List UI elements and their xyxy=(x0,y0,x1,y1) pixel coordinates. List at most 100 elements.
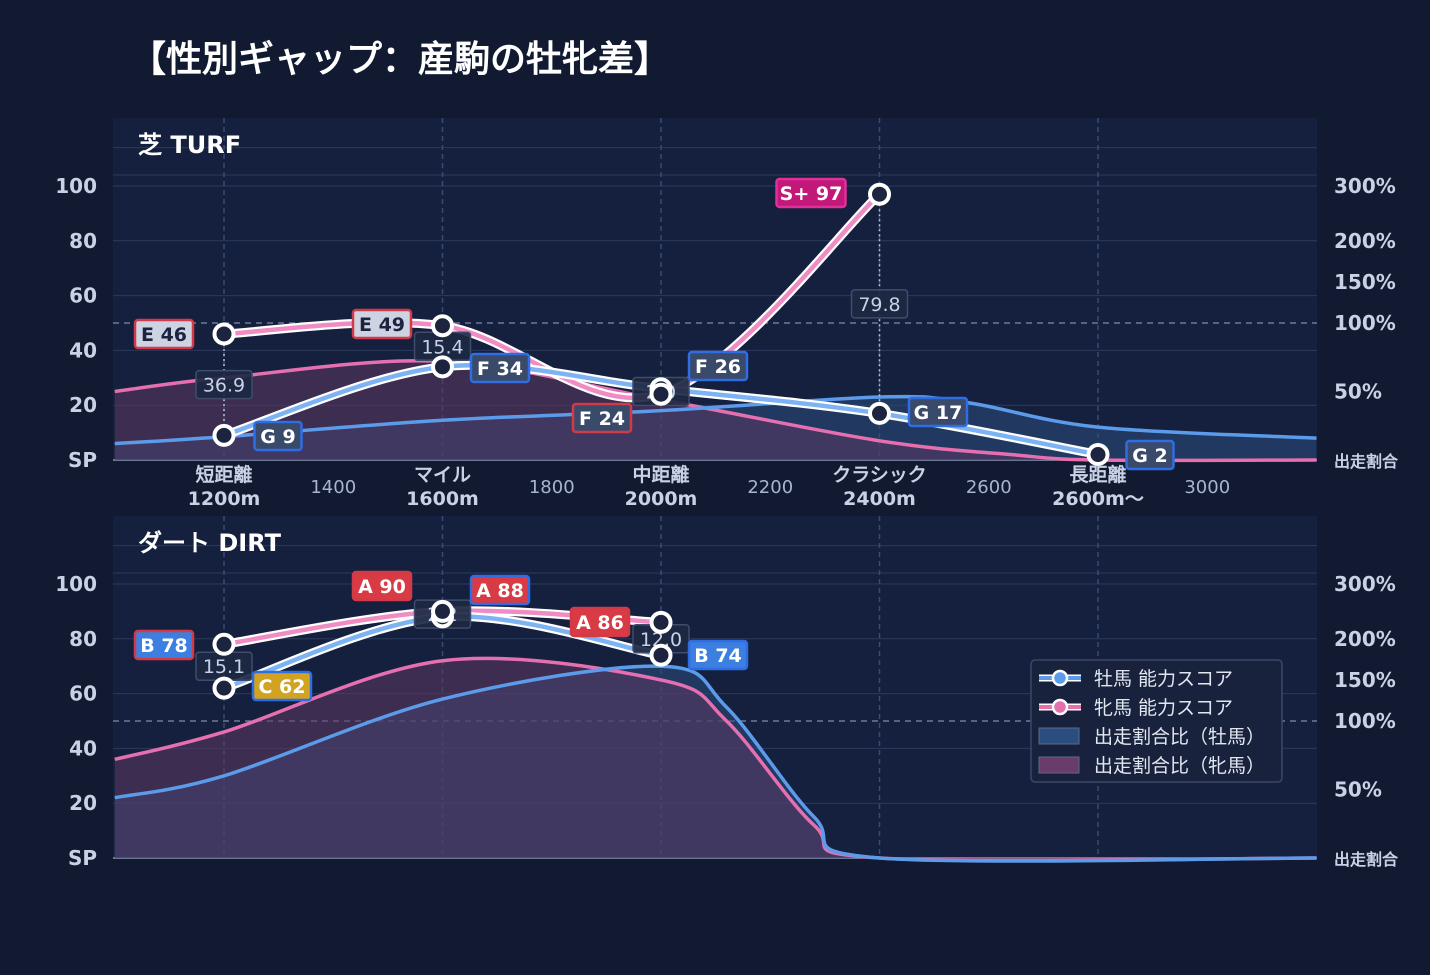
y2-tick-label: 50% xyxy=(1334,778,1382,802)
female-point-label: E 49 xyxy=(351,308,413,340)
male-point-label: B 74 xyxy=(687,639,749,671)
x-tick-label: 1400 xyxy=(310,477,356,498)
female-score-point xyxy=(431,599,454,623)
male-point-label: C 62 xyxy=(251,670,313,702)
female-point-label: A 90 xyxy=(351,570,413,602)
gap-label: 15.1 xyxy=(195,651,253,681)
x-tick-label-line: 中距離 xyxy=(632,463,689,486)
y-tick-label: 100 xyxy=(55,572,97,596)
female-point-label-box xyxy=(133,318,195,350)
x-tick-label-line: 1400 xyxy=(310,477,356,498)
legend-label: 出走割合比（牡馬） xyxy=(1094,726,1265,748)
x-tick-label-line: 1800 xyxy=(529,477,575,498)
female-point-label: F 24 xyxy=(571,402,633,434)
y2-tick-label: 50% xyxy=(1334,380,1382,404)
x-tick-label-line: 1600m xyxy=(406,488,479,510)
male-point-label-text: B 74 xyxy=(694,645,742,667)
male-point-label-text: G 17 xyxy=(914,402,963,424)
gap-label-text: 36.9 xyxy=(203,375,245,397)
x-tick-label-line: 2400m xyxy=(843,488,916,510)
male-point-label-text: F 34 xyxy=(477,358,523,380)
x-tick-label-line: 2000m xyxy=(625,488,698,510)
x-tick-label-line: 1200m xyxy=(188,488,261,510)
male-point-label: A 88 xyxy=(469,574,531,606)
male-point-label-box xyxy=(687,639,749,671)
male-point-label-text: G 9 xyxy=(260,426,295,448)
male-point-label: F 34 xyxy=(469,352,531,384)
male-point-label: G 9 xyxy=(253,420,303,452)
female-score-point xyxy=(212,322,236,346)
legend-label: 出走割合比（牝馬） xyxy=(1094,755,1265,777)
female-point-label-text: A 86 xyxy=(576,612,624,634)
gap-label: 79.8 xyxy=(850,289,909,319)
legend-swatch xyxy=(1038,727,1080,745)
y-tick-label: 20 xyxy=(69,791,97,815)
x-tick-label-line: 長距離 xyxy=(1069,463,1126,486)
male-score-point xyxy=(212,676,236,700)
female-point-label: S+ 97 xyxy=(775,177,847,209)
gap-label: 15.4 xyxy=(413,331,472,362)
y-tick-label: 100 xyxy=(55,174,97,198)
legend-swatch xyxy=(1038,756,1080,774)
male-point-label-box xyxy=(251,670,313,702)
male-score-point xyxy=(212,423,236,447)
legend-box xyxy=(1030,659,1283,783)
y2-tick-label: 200% xyxy=(1334,229,1396,253)
panel-label: ダート DIRT xyxy=(138,529,282,557)
x-tick-label: 1800 xyxy=(529,477,575,498)
male-point-label-box xyxy=(253,420,303,452)
y2-tick-label: 出走割合 xyxy=(1334,850,1399,869)
male-point-label-box xyxy=(1125,439,1175,471)
legend-label: 牡馬 能力スコア xyxy=(1094,668,1233,690)
male-point-label-text: A 88 xyxy=(476,580,524,602)
y2-tick-label: 300% xyxy=(1334,572,1396,596)
y2-tick-label: 300% xyxy=(1334,174,1396,198)
female-point-label-box xyxy=(351,570,413,602)
x-tick-label-line: マイル xyxy=(414,464,471,486)
female-ratio-area xyxy=(114,658,1317,861)
x-tick-label-line: 3000 xyxy=(1184,477,1230,498)
y-tick-label: 80 xyxy=(69,229,97,253)
male-ratio-line xyxy=(114,664,1317,863)
legend-marker xyxy=(1051,698,1069,716)
x-tick-label: 3000 xyxy=(1184,477,1230,498)
female-score-point xyxy=(212,632,236,656)
x-tick-label-line: 短距離 xyxy=(195,463,252,486)
female-point-label-box xyxy=(351,308,413,340)
y2-tick-label: 出走割合 xyxy=(1334,452,1399,471)
female-score-point xyxy=(868,182,891,206)
x-tick-label-line: クラシック xyxy=(832,464,927,486)
x-tick-label-line: 2600 xyxy=(966,477,1012,498)
female-score-line xyxy=(223,192,882,401)
gap-label: 12.0 xyxy=(632,624,690,654)
male-score-point xyxy=(868,401,891,425)
female-point-label-box xyxy=(133,629,195,661)
male-point-label-box xyxy=(907,396,969,428)
female-point-label-text: E 49 xyxy=(359,314,405,336)
male-point-label-box xyxy=(469,352,531,384)
y-tick-label: 60 xyxy=(69,284,97,308)
panel-0: 芝 TURF SP 20 40 60 80 100 出走割合 50% 100% 150% 200% 30… xyxy=(55,118,1399,472)
female-point-label-box xyxy=(775,177,847,209)
male-score-point xyxy=(649,643,673,667)
female-point-label-box xyxy=(569,606,631,638)
female-point-label: E 46 xyxy=(133,318,195,350)
x-tick-label: 2600 xyxy=(966,477,1012,498)
male-point-label: F 26 xyxy=(687,350,749,382)
female-point-label-text: B 78 xyxy=(140,635,188,657)
gap-label-text: 15.4 xyxy=(421,336,463,358)
y-tick-label: SP xyxy=(68,448,97,472)
y-tick-label: 80 xyxy=(69,627,97,651)
female-score-point xyxy=(649,610,673,634)
male-point-label-box xyxy=(687,350,749,382)
y-tick-label: 20 xyxy=(69,393,97,417)
gap-label-text: 12.0 xyxy=(640,629,682,651)
gap-label-text: 15.1 xyxy=(203,656,245,678)
male-score-point xyxy=(1086,443,1110,467)
female-point-label-text: E 46 xyxy=(141,324,187,346)
